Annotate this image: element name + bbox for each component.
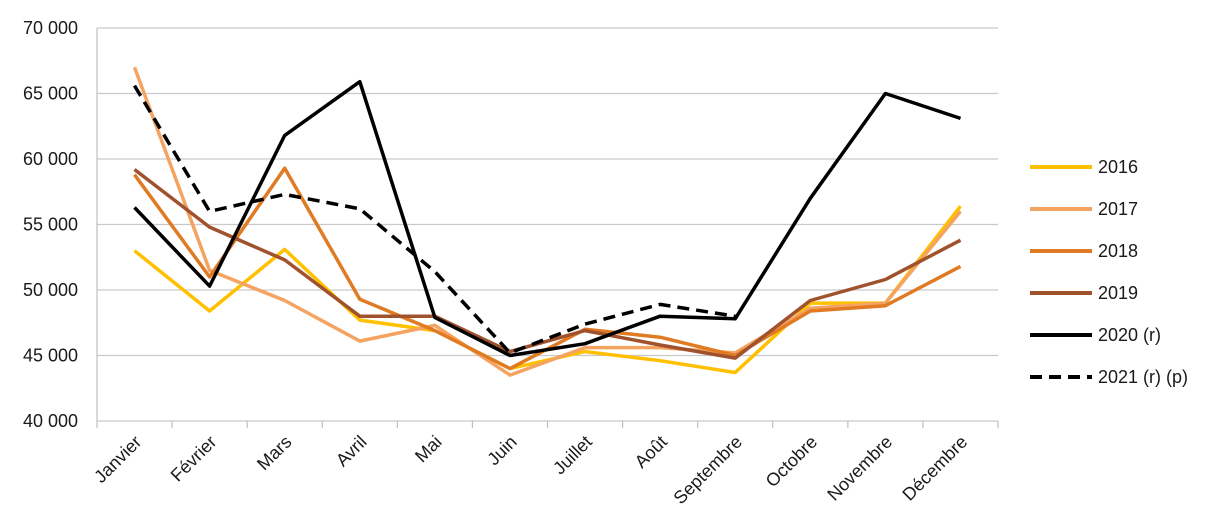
legend: 2016 2017 2018 2019 2020 (r) 2021 (r) (p) [1030,157,1188,387]
series-line-2017 [132,66,962,377]
legend-label-2020-r: 2020 (r) [1098,325,1161,345]
y-axis-ticks: 40 000 45 000 50 000 55 000 60 000 65 000 70 0… [23,18,78,431]
series-line-2020-r [133,79,962,358]
legend-label-2016: 2016 [1098,157,1138,177]
x-axis-ticks: Janvier Février Mars Avril Mai Juin Juillet Aoû… [90,432,971,508]
x-tick-label: Juin [483,432,520,469]
x-tick-label: Août [631,432,671,472]
x-tick-label: Octobre [762,432,821,491]
series-lines [132,66,962,377]
series-line-2018 [133,166,962,371]
y-tick-label: 50 000 [23,280,78,300]
x-tick-label: Mai [411,432,446,467]
y-tick-label: 60 000 [23,149,78,169]
y-tick-label: 45 000 [23,346,78,366]
y-tick-label: 40 000 [23,411,78,431]
x-tick-label: Février [167,432,221,486]
series-line-2019 [133,168,962,360]
gridlines [96,27,999,428]
x-tick-label: Novembre [823,432,896,505]
y-tick-label: 65 000 [23,84,78,104]
y-tick-label: 55 000 [23,215,78,235]
legend-label-2017: 2017 [1098,199,1138,219]
x-tick-label: Avril [332,432,371,471]
x-tick-label: Septembre [670,432,746,508]
x-tick-label: Décembre [898,432,971,505]
x-tick-label: Janvier [90,432,145,487]
legend-label-2018: 2018 [1098,241,1138,261]
legend-label-2019: 2019 [1098,283,1138,303]
y-tick-label: 70 000 [23,18,78,38]
x-tick-label: Juillet [549,432,596,479]
x-tick-label: Mars [253,432,295,474]
series-line-2021-r-p [132,84,736,355]
legend-label-2021-r-p: 2021 (r) (p) [1098,367,1188,387]
